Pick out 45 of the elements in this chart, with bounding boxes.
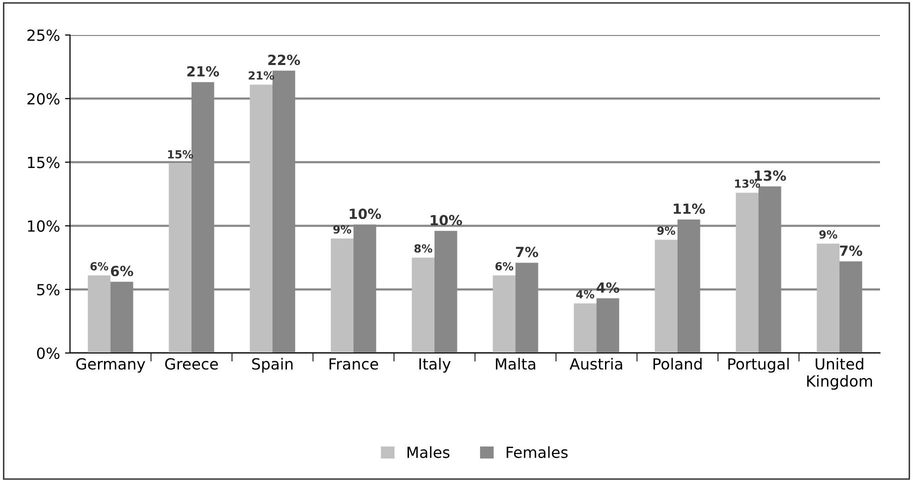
x-tick-label: Malta <box>496 358 536 370</box>
bar <box>88 275 110 353</box>
data-label: 10% <box>350 208 382 220</box>
data-label: 13% <box>735 179 760 188</box>
bar <box>816 244 840 353</box>
y-tick-label: 20% <box>27 93 60 105</box>
data-label: 10% <box>430 214 462 226</box>
bar <box>330 238 354 353</box>
data-label: 13% <box>754 170 786 181</box>
bar <box>492 275 516 353</box>
bar <box>654 240 678 353</box>
bar <box>168 163 192 353</box>
x-tick-label: Poland <box>654 358 702 370</box>
data-label: 4% <box>576 290 594 298</box>
y-tick-label: 5% <box>37 284 60 296</box>
x-tick-label: France <box>330 358 378 370</box>
data-label: 22% <box>268 54 300 66</box>
data-label: 8% <box>414 244 432 253</box>
y-tick-label: 0% <box>37 347 60 360</box>
y-tick-label: 25% <box>27 29 60 42</box>
bar <box>736 192 758 353</box>
bar <box>412 258 434 353</box>
x-tick-label: United Kingdom <box>807 358 872 390</box>
data-label: 7% <box>516 246 538 258</box>
x-tick-label: Germany <box>76 358 146 373</box>
x-tick-label: Portugal <box>728 358 789 373</box>
data-label: 9% <box>819 230 838 239</box>
data-label: 21% <box>187 66 220 77</box>
data-label: 6% <box>110 266 134 276</box>
y-tick-label: 15% <box>28 156 60 168</box>
y-tick-label: 10% <box>28 220 60 232</box>
x-tick-label: Spain <box>252 358 293 373</box>
x-tick-label: Greece <box>165 358 218 370</box>
bar <box>574 303 596 353</box>
data-label: 9% <box>333 225 352 234</box>
legend-label: Females <box>506 446 568 458</box>
data-label: 6% <box>90 262 108 270</box>
x-tick-label: Italy <box>419 358 451 373</box>
data-label: 6% <box>495 262 514 270</box>
data-label: 9% <box>657 226 676 235</box>
data-label: 7% <box>840 245 862 256</box>
legend-label: Males <box>408 446 450 458</box>
data-label: 11% <box>674 203 706 214</box>
bar <box>250 84 272 353</box>
x-tick-label: Austria <box>570 358 622 370</box>
